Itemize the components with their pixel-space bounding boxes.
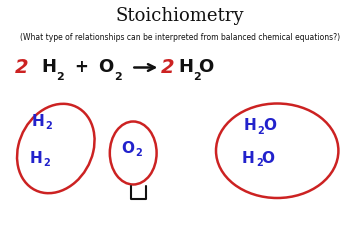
Text: H: H bbox=[244, 119, 257, 133]
Text: O: O bbox=[198, 58, 213, 76]
Text: 2: 2 bbox=[161, 58, 174, 77]
Text: 2: 2 bbox=[256, 158, 262, 168]
Text: 2: 2 bbox=[193, 72, 201, 81]
Text: O: O bbox=[121, 141, 134, 156]
Text: 2: 2 bbox=[45, 121, 52, 131]
Text: H: H bbox=[31, 114, 44, 129]
Text: 2: 2 bbox=[258, 126, 264, 135]
Text: H: H bbox=[30, 151, 42, 166]
Text: O: O bbox=[261, 151, 274, 166]
Text: (What type of relationships can be interpreted from balanced chemical equations?: (What type of relationships can be inter… bbox=[20, 33, 340, 42]
Text: 2: 2 bbox=[135, 148, 142, 158]
Text: O: O bbox=[263, 119, 276, 133]
Text: 2: 2 bbox=[57, 72, 64, 81]
Text: O: O bbox=[99, 58, 114, 76]
Text: H: H bbox=[178, 58, 193, 76]
Text: H: H bbox=[242, 151, 255, 166]
Text: +: + bbox=[74, 58, 88, 76]
Text: Stoichiometry: Stoichiometry bbox=[116, 7, 244, 25]
Text: 2: 2 bbox=[114, 72, 122, 81]
Text: 2: 2 bbox=[15, 58, 28, 77]
Text: 2: 2 bbox=[44, 158, 50, 168]
Text: H: H bbox=[41, 58, 56, 76]
